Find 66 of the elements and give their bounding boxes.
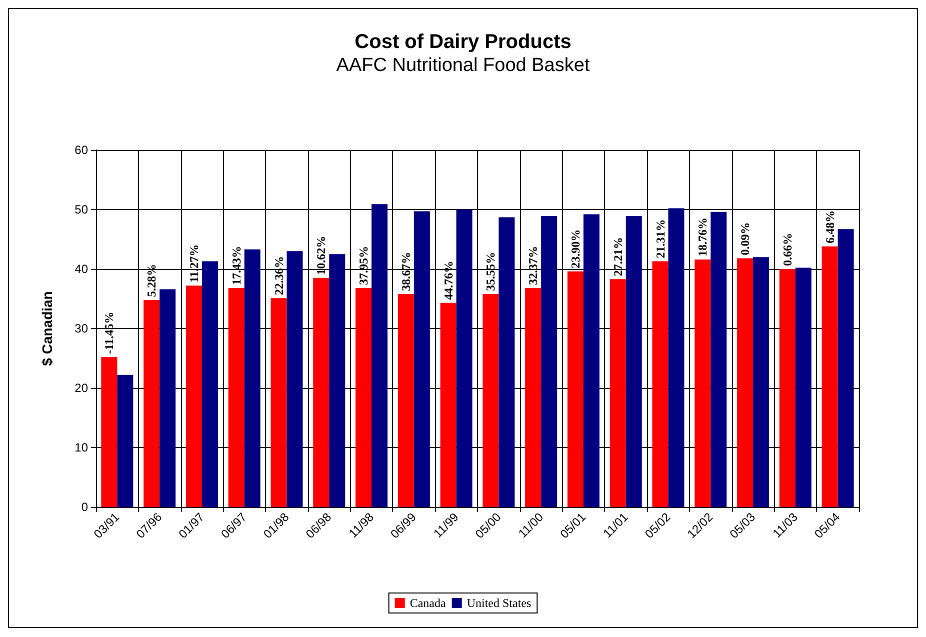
- chart-title: Cost of Dairy Products: [354, 31, 572, 53]
- y-axis-title: $ Canadian: [39, 291, 55, 366]
- annotation: 18.76%: [696, 217, 710, 256]
- bar: [694, 259, 711, 507]
- annotation: 5.28%: [144, 264, 159, 297]
- annotation: 0.66%: [780, 233, 794, 266]
- annotation: 32.37%: [526, 246, 540, 286]
- annotation: 17.43%: [229, 246, 244, 286]
- y-tick-label: 20: [74, 381, 88, 395]
- bar: [668, 208, 684, 507]
- bar: [737, 258, 754, 507]
- y-tick-label: 40: [74, 262, 88, 276]
- bar: [567, 271, 584, 507]
- annotation: 44.76%: [441, 260, 456, 300]
- annotation: 35.55%: [484, 252, 498, 291]
- bar: [779, 269, 796, 507]
- chart-subtitle: AAFC Nutritional Food Basket: [336, 55, 590, 76]
- y-tick-label: 30: [74, 322, 88, 336]
- bar: [710, 212, 727, 507]
- bar: [652, 261, 668, 507]
- annotation: 22.36%: [272, 256, 286, 296]
- bar: [329, 254, 346, 507]
- annotation: -11.45%: [102, 312, 116, 354]
- bar: [498, 217, 515, 507]
- annotation: 0.09%: [738, 222, 752, 256]
- bar: [610, 279, 626, 507]
- bar: [244, 249, 260, 507]
- bar: [541, 216, 558, 507]
- bar: [101, 357, 118, 507]
- annotation: 21.31%: [653, 219, 668, 258]
- bar: [456, 210, 472, 507]
- bar: [398, 294, 414, 507]
- legend-label: United States: [466, 596, 532, 610]
- bar: [313, 278, 330, 507]
- y-tick-label: 0: [81, 500, 88, 514]
- bar: [117, 374, 134, 507]
- bar: [838, 229, 854, 507]
- bar: [356, 288, 372, 507]
- y-tick-label: 10: [74, 440, 88, 454]
- annotation: 38.67%: [398, 252, 413, 291]
- bar: [186, 286, 202, 507]
- bar: [202, 261, 218, 507]
- bar: [286, 251, 303, 507]
- annotation: 23.90%: [568, 229, 582, 268]
- bar: [626, 216, 642, 507]
- bar: [525, 288, 542, 507]
- bar: [822, 246, 838, 507]
- bar: [144, 300, 160, 507]
- bar: [440, 302, 456, 507]
- bar: [583, 214, 600, 507]
- bar: [753, 257, 770, 507]
- bar: [160, 289, 176, 507]
- bar: [228, 288, 244, 507]
- legend-label: Canada: [410, 596, 447, 610]
- y-tick-label: 60: [74, 143, 88, 157]
- annotation: 37.95%: [356, 246, 371, 286]
- bar: [414, 211, 430, 507]
- y-tick-label: 50: [74, 202, 88, 216]
- annotation: 10.62%: [314, 236, 328, 275]
- annotation: 27.21%: [610, 237, 625, 276]
- bar: [270, 298, 287, 507]
- bar: [482, 294, 499, 507]
- bar: [372, 204, 388, 507]
- annotation: 11.27%: [186, 244, 201, 283]
- annotation: 6.48%: [822, 210, 837, 244]
- bar: [795, 268, 812, 507]
